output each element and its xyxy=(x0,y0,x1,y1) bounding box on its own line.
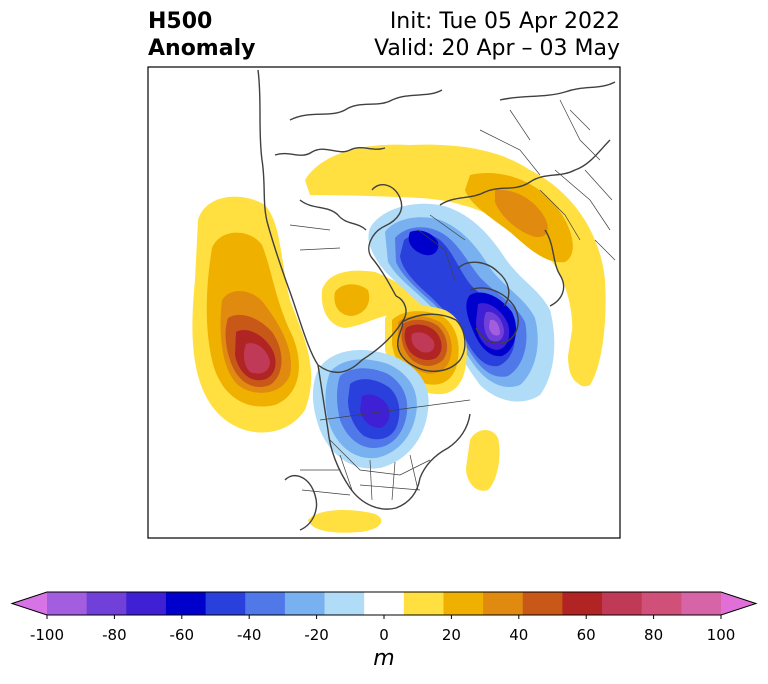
colorbar-segment xyxy=(364,592,405,615)
colorbar-tick-label: 20 xyxy=(441,626,461,644)
map-frame xyxy=(147,66,621,539)
colorbar-extend-max xyxy=(721,592,756,615)
ridge-greenland-sea xyxy=(568,325,599,384)
colorbar-segment xyxy=(47,592,88,615)
valid-range: Valid: 20 Apr – 03 May xyxy=(374,36,620,61)
colorbar-segment xyxy=(165,592,207,615)
colorbar-segment xyxy=(403,592,444,615)
colorbar-unit: m xyxy=(373,646,395,671)
colorbar-extend-min xyxy=(12,592,47,615)
colorbar-segment xyxy=(245,592,286,615)
map-subtitle: Init: Tue 05 Apr 2022 Valid: 20 Apr – 03… xyxy=(374,8,620,62)
trough-arctic xyxy=(368,203,555,402)
colorbar-segment xyxy=(324,592,365,615)
political-borders xyxy=(289,99,616,501)
title-type: Anomaly xyxy=(148,36,256,61)
colorbar-tick-label: 0 xyxy=(379,626,389,644)
colorbar-tick-label: -40 xyxy=(236,626,262,644)
colorbar-segment xyxy=(522,592,563,615)
colorbar-segment xyxy=(284,592,326,615)
colorbar-segment xyxy=(205,592,246,615)
ridge-gulf xyxy=(308,510,382,533)
ridge-arctic-arc xyxy=(305,144,606,387)
colorbar-segment xyxy=(443,592,484,615)
ridge-western-north-america xyxy=(192,196,312,433)
colorbar-segment xyxy=(681,592,722,615)
colorbar-tick-label: 100 xyxy=(706,626,736,644)
map-title: H500 Anomaly xyxy=(148,8,255,62)
anomaly-field xyxy=(148,67,620,538)
colorbar-tick-label: -80 xyxy=(102,626,127,644)
trough-north-america xyxy=(312,350,429,469)
colorbar-tick-label: 40 xyxy=(509,626,529,644)
colorbar-segment xyxy=(602,592,643,615)
colorbar-tick-label: -100 xyxy=(29,626,65,644)
colorbar-tick-label: -60 xyxy=(169,626,195,644)
colorbar-segment xyxy=(562,592,603,615)
colorbar-tick-label: -20 xyxy=(304,626,329,644)
ridge-alaska-core xyxy=(334,284,370,316)
colorbar-tick-label: 60 xyxy=(576,626,596,644)
colorbar-segment xyxy=(483,592,524,615)
colorbar-segment xyxy=(86,592,127,615)
colorbar xyxy=(10,591,758,619)
colorbar-segment xyxy=(126,592,167,615)
init-time: Init: Tue 05 Apr 2022 xyxy=(389,9,620,34)
coastlines xyxy=(257,69,616,531)
ridge-atlantic xyxy=(466,429,500,491)
title-variable: H500 xyxy=(148,9,213,34)
colorbar-tick-label: 80 xyxy=(644,626,664,644)
colorbar-segment xyxy=(641,592,682,615)
